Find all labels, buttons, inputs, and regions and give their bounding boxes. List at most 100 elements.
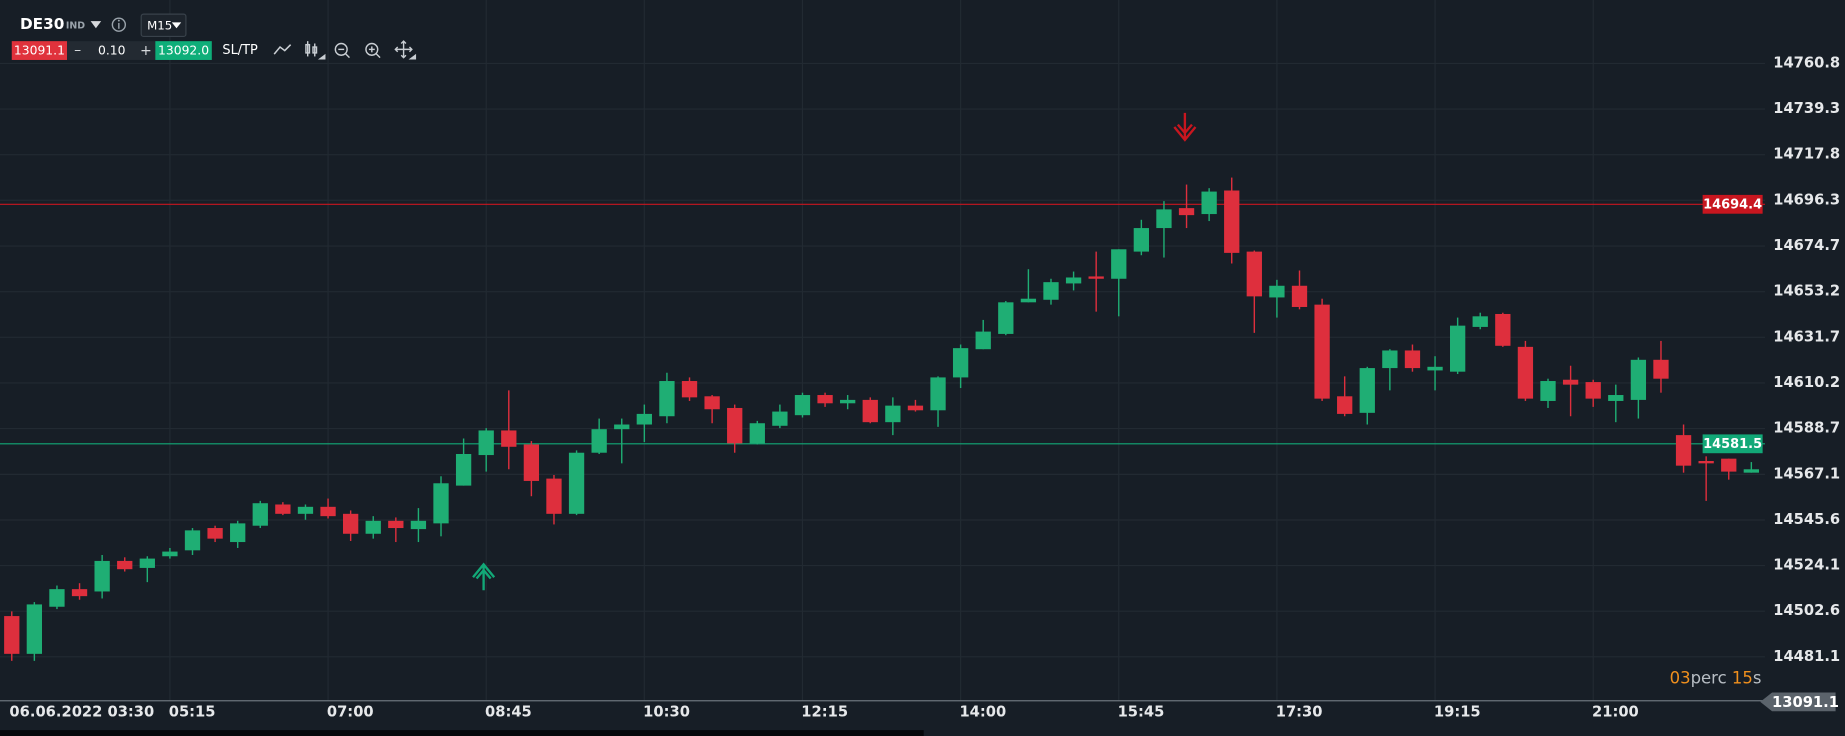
price-line-tag: [1702, 434, 1763, 454]
y-tick-label: 14610.2: [1773, 374, 1840, 391]
y-tick-label: 14524.1: [1773, 557, 1840, 574]
candle-body: [1088, 276, 1104, 279]
x-tick-label: 10:30: [643, 703, 690, 720]
candle-body: [1065, 277, 1082, 284]
buy-button[interactable]: [155, 41, 212, 60]
candle-body: [1540, 381, 1556, 401]
candle-body: [49, 589, 65, 607]
candle-body: [297, 506, 314, 514]
timer-minutes: 03: [1670, 668, 1691, 687]
candle-body: [410, 520, 427, 530]
candle-body: [1269, 285, 1285, 298]
candle-body: [26, 604, 43, 654]
candle-body: [862, 399, 878, 423]
candle-body: [1698, 460, 1714, 464]
candle-body: [885, 405, 901, 423]
sell-button[interactable]: [11, 41, 68, 60]
candle-icon[interactable]: [305, 41, 326, 60]
candle-body: [523, 444, 540, 481]
sltp-button[interactable]: SL/TP: [222, 43, 258, 58]
y-tick-label: 14567.1: [1773, 465, 1840, 482]
candle-body: [184, 530, 201, 551]
volume-plus[interactable]: +: [140, 43, 152, 59]
x-tick-label: 19:15: [1434, 703, 1481, 720]
x-tick-label: 05:15: [169, 703, 216, 720]
candle-body: [1630, 359, 1647, 400]
candle-body: [1562, 379, 1579, 385]
candle-body: [1133, 228, 1150, 252]
zoom-out-icon[interactable]: [334, 42, 350, 59]
y-tick-label: 14631.7: [1773, 328, 1840, 345]
candle-body: [1291, 285, 1308, 307]
candle-body: [975, 331, 991, 350]
y-tick-label: 14545.6: [1773, 511, 1840, 528]
y-tick-label: 14588.7: [1773, 420, 1840, 437]
y-tick-label: 14502.6: [1773, 602, 1840, 619]
candle-body: [501, 430, 517, 447]
candle-timer: 03perc 15s: [1670, 668, 1762, 687]
symbol-dropdown[interactable]: [90, 21, 102, 29]
timer-minutes-unit: perc: [1691, 668, 1727, 687]
volume-minus[interactable]: –: [74, 43, 81, 59]
info-icon[interactable]: [111, 17, 127, 32]
candle-body: [342, 513, 359, 534]
candle-body: [636, 413, 652, 425]
candle-body: [704, 396, 720, 410]
candle-body: [930, 377, 946, 411]
price-line-label: 14694.4: [1703, 197, 1762, 212]
symbol-type: IND: [66, 20, 85, 31]
axis-price-tag: [1760, 692, 1836, 712]
candle-body: [659, 381, 675, 417]
candle-body: [1653, 359, 1669, 379]
candle-body: [568, 452, 585, 514]
candle-body: [162, 551, 178, 557]
price-line-label: 14581.5: [1703, 437, 1762, 452]
sell-price[interactable]: 13091.1: [14, 44, 65, 58]
timer-seconds: 15: [1732, 668, 1753, 687]
candle-body: [455, 453, 472, 486]
candle-body: [1721, 458, 1737, 472]
x-tick-label: 08:45: [485, 703, 532, 720]
y-tick-label: 14696.3: [1773, 191, 1840, 208]
symbol[interactable]: DE30: [20, 15, 64, 33]
candle-body: [230, 523, 246, 543]
timeframe-box[interactable]: [140, 13, 187, 38]
y-axis: 14481.1 14502.6 14524.1 14545.6 14567.1 14588…: [1773, 54, 1840, 664]
buy-signal-arrow: [472, 562, 496, 591]
candle-body: [1337, 396, 1353, 414]
candle-body: [907, 405, 924, 411]
axis-price-label: 13091.1: [1772, 694, 1839, 711]
candle-body: [1427, 366, 1443, 371]
candle-body: [840, 399, 856, 404]
candle-body: [275, 504, 291, 514]
candle-body: [1472, 316, 1488, 327]
candle-body: [1675, 435, 1692, 466]
candle-body: [546, 478, 562, 514]
crosshair-icon[interactable]: [394, 40, 417, 60]
y-tick-label: 14674.7: [1773, 237, 1840, 254]
x-tick-label: 15:45: [1118, 703, 1165, 720]
candles: [4, 177, 1759, 661]
candle-body: [591, 429, 607, 453]
timeframe[interactable]: M15: [147, 18, 172, 32]
candle-body: [817, 395, 833, 404]
timeframe-dropdown[interactable]: [171, 22, 182, 29]
candle-body: [252, 503, 268, 526]
x-axis: 06.06.2022 03:30 05:15 07:00 08:45 10:30 12:1…: [9, 703, 1638, 720]
x-tick-label: 14:00: [959, 703, 1006, 720]
y-tick-label: 14653.2: [1773, 283, 1840, 300]
line-chart-icon[interactable]: [273, 44, 292, 55]
candle-body: [1178, 208, 1195, 216]
candle-body: [207, 528, 223, 539]
volume-box[interactable]: [67, 41, 156, 60]
buy-price[interactable]: 13092.0: [158, 44, 209, 58]
candle-body: [1585, 382, 1601, 399]
zoom-in-icon[interactable]: [365, 42, 381, 59]
candle-body: [1314, 304, 1330, 399]
candle-body: [1201, 191, 1217, 215]
candle-body: [1224, 190, 1240, 253]
candle-body: [4, 616, 20, 654]
candle-body: [320, 506, 336, 517]
volume[interactable]: 0.10: [98, 44, 126, 58]
